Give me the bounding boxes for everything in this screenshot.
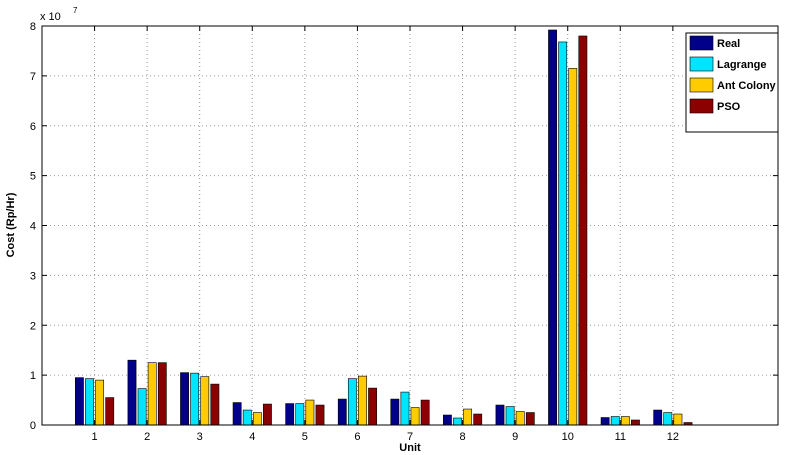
legend-label: PSO <box>717 101 741 113</box>
y-tick-label: 7 <box>30 71 36 83</box>
bar-lagrange-unit-4 <box>242 409 252 426</box>
legend-label: Lagrange <box>717 59 767 71</box>
y-tick-label: 0 <box>30 420 36 432</box>
bar-ant-colony-unit-4 <box>252 412 262 426</box>
bar-real-unit-1 <box>75 377 84 426</box>
bar-lagrange-unit-7 <box>400 391 410 426</box>
bar-lagrange-unit-6 <box>347 378 357 426</box>
grid-lines <box>42 26 778 425</box>
bar-real-unit-10 <box>548 29 557 426</box>
bar-pso-unit-11 <box>631 419 640 426</box>
legend-swatch <box>689 77 714 93</box>
bar-ant-colony-unit-8 <box>463 408 473 426</box>
y-multiplier-label: x 10 <box>40 11 61 23</box>
bar-real-unit-7 <box>390 398 400 426</box>
bar-ant-colony-unit-6 <box>358 375 367 426</box>
y-tick-label: 4 <box>30 221 36 233</box>
y-multiplier-exponent: 7 <box>73 6 78 15</box>
x-tick-label: 7 <box>407 431 413 443</box>
x-tick-label: 12 <box>667 431 679 443</box>
bar-lagrange-unit-10 <box>558 41 568 426</box>
bar-ant-colony-unit-7 <box>410 407 420 426</box>
x-tick-label: 6 <box>354 431 360 443</box>
bar-real-unit-12 <box>653 409 663 426</box>
bar-real-unit-5 <box>285 403 295 426</box>
bar-pso-unit-3 <box>210 383 220 426</box>
x-tick-label: 10 <box>562 431 574 443</box>
bars <box>75 29 693 426</box>
bar-ant-colony-unit-2 <box>147 362 157 426</box>
bar-pso-unit-9 <box>525 412 535 426</box>
x-tick-label: 8 <box>460 431 466 443</box>
bar-real-unit-2 <box>127 359 137 426</box>
bar-ant-colony-unit-3 <box>200 376 210 426</box>
x-tick-label: 1 <box>92 431 98 443</box>
bar-pso-unit-7 <box>420 399 430 426</box>
legend-swatch <box>689 98 714 114</box>
legend-label: Real <box>717 38 740 50</box>
y-tick-label: 1 <box>30 370 36 382</box>
bar-lagrange-unit-1 <box>85 378 94 426</box>
bar-ant-colony-unit-11 <box>620 416 630 426</box>
x-tick-label: 2 <box>144 431 150 443</box>
y-axis-label: Cost (Rp/Hr) <box>5 192 17 257</box>
bar-ant-colony-unit-9 <box>515 411 525 426</box>
x-tick-label: 4 <box>249 431 255 443</box>
bar-lagrange-unit-5 <box>295 403 305 426</box>
x-axis-label: Unit <box>399 442 421 454</box>
y-tick-label: 5 <box>30 171 36 183</box>
bar-pso-unit-8 <box>473 413 483 426</box>
bar-real-unit-9 <box>495 404 505 426</box>
bar-lagrange-unit-3 <box>190 372 200 426</box>
bar-real-unit-11 <box>600 417 610 426</box>
bar-pso-unit-6 <box>368 387 377 426</box>
legend-swatch <box>689 35 714 51</box>
bar-lagrange-unit-9 <box>505 406 515 426</box>
y-tick-label: 3 <box>30 270 36 282</box>
bar-pso-unit-5 <box>315 404 325 426</box>
bar-real-unit-4 <box>232 402 242 426</box>
bar-real-unit-3 <box>180 372 189 426</box>
legend: Real Lagrange Ant Colony PSO <box>685 32 779 133</box>
bar-real-unit-6 <box>337 398 347 426</box>
bar-ant-colony-unit-5 <box>305 399 315 426</box>
bar-lagrange-unit-11 <box>610 416 620 426</box>
bar-pso-unit-1 <box>105 397 115 426</box>
bar-real-unit-8 <box>443 414 452 426</box>
bar-lagrange-unit-2 <box>137 388 147 426</box>
bar-lagrange-unit-8 <box>453 417 462 426</box>
bar-pso-unit-4 <box>263 403 272 426</box>
x-tick-label: 5 <box>302 431 308 443</box>
y-tick-label: 6 <box>30 121 36 133</box>
bar-ant-colony-unit-1 <box>95 379 105 426</box>
bar-ant-colony-unit-10 <box>568 68 578 426</box>
x-tick-label: 9 <box>512 431 518 443</box>
x-tick-label: 11 <box>615 431 626 443</box>
x-axis-ticks: 1 2 3 4 5 6 7 8 9 10 11 12 <box>92 26 679 443</box>
y-tick-label: 8 <box>30 21 36 33</box>
bar-pso-unit-2 <box>157 362 167 426</box>
x-tick-label: 3 <box>197 431 203 443</box>
legend-swatch <box>689 56 714 72</box>
y-tick-label: 2 <box>30 320 36 332</box>
bar-pso-unit-10 <box>578 35 588 426</box>
bar-ant-colony-unit-12 <box>673 413 683 426</box>
y-axis-ticks: 0 1 2 3 4 5 6 7 8 <box>30 21 778 432</box>
bar-lagrange-unit-12 <box>663 412 673 426</box>
legend-label: Ant Colony <box>717 80 777 92</box>
